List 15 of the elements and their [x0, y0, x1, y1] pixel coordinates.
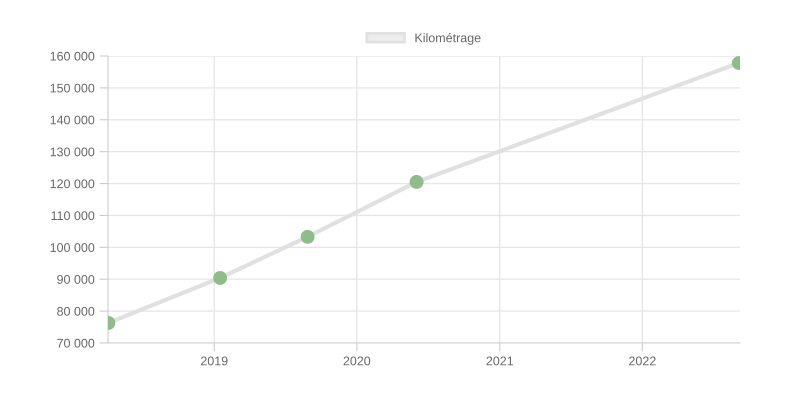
legend-label: Kilométrage [415, 32, 481, 45]
y-tick-label: 90 000 [57, 275, 94, 284]
y-tick-label: 140 000 [50, 116, 94, 124]
y-tick-label: 130 000 [50, 147, 94, 156]
y-tick-label: 110 000 [52, 211, 94, 220]
y-tick-label: 150 000 [50, 84, 94, 93]
y-tick-label: 80 000 [57, 306, 94, 316]
x-tick-label: 2022 [629, 356, 656, 366]
x-tick-label: 2021 [486, 356, 514, 366]
y-tick-label: 100 000 [50, 243, 94, 252]
x-tick-label: 2019 [200, 356, 228, 366]
y-tick-label: 160 000 [50, 52, 94, 61]
y-tick-label: 70 000 [57, 338, 94, 348]
x-tick-label: 2020 [344, 356, 370, 366]
y-tick-label: 120 000 [50, 179, 94, 188]
